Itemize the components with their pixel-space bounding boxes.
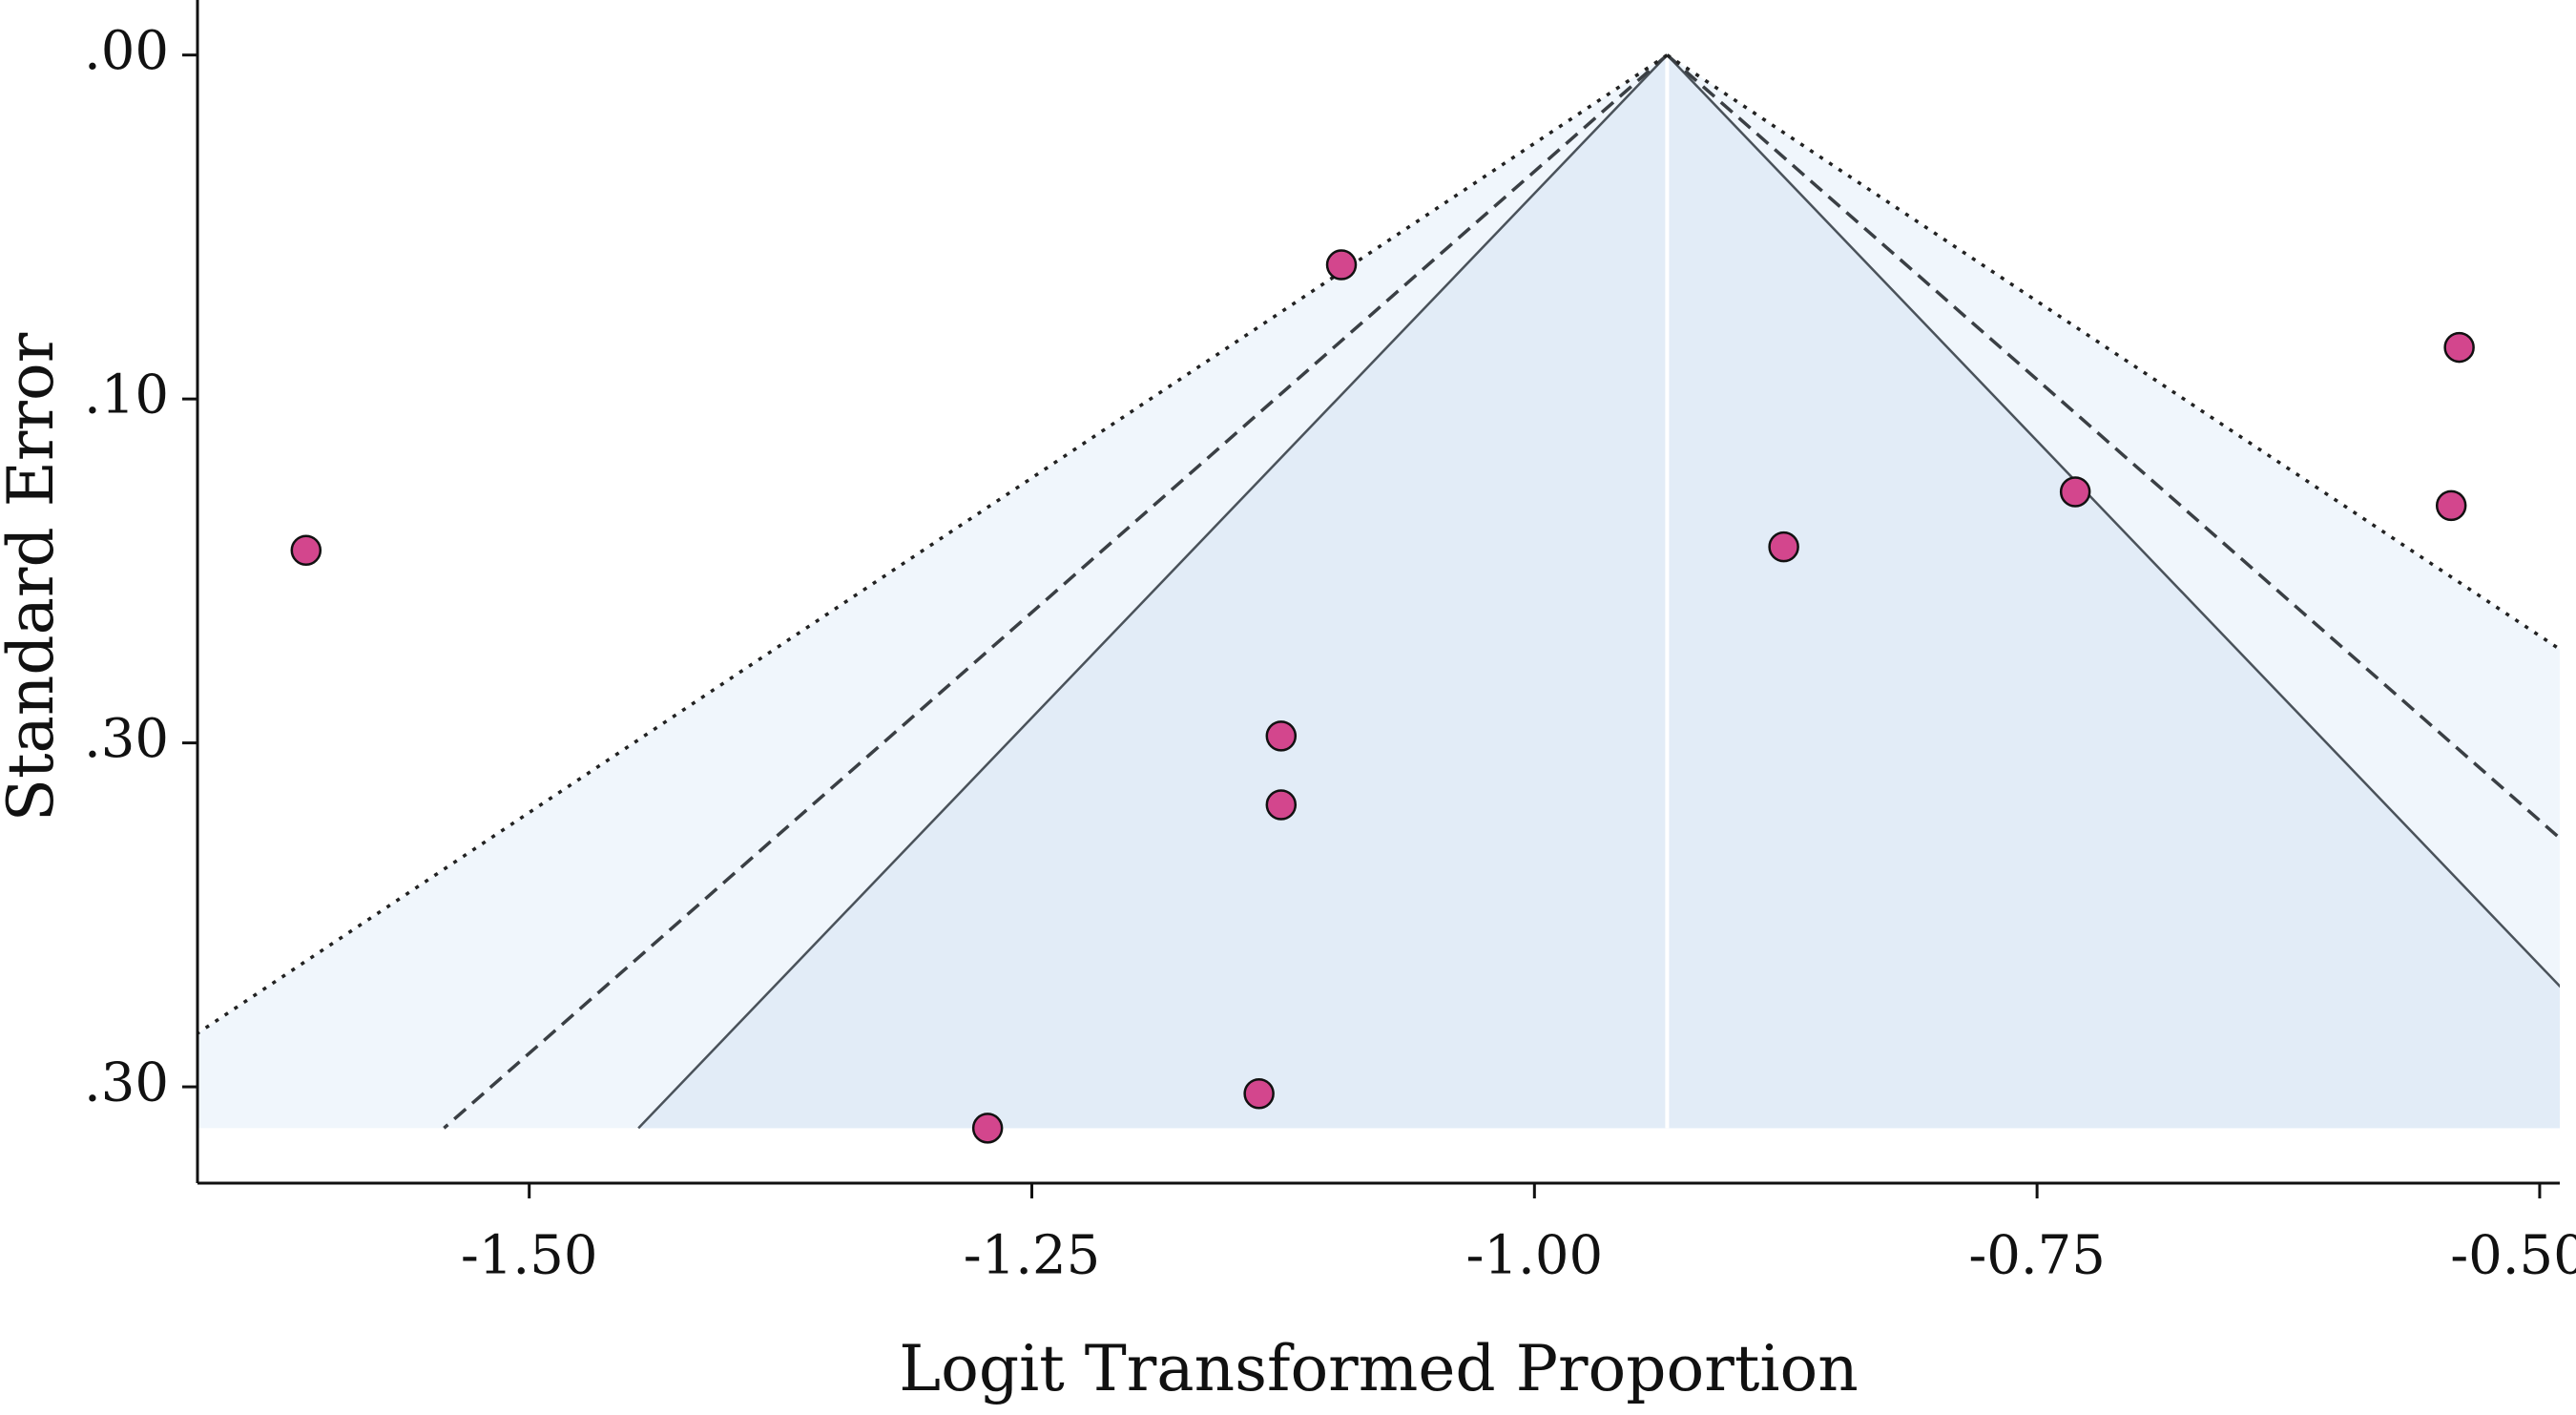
funnel-line — [197, 53, 1669, 1036]
data-point — [971, 1113, 1004, 1144]
x-tick-label: -0.75 — [1968, 1225, 2106, 1287]
data-point — [1265, 789, 1298, 821]
funnel-area — [197, 53, 2560, 1130]
data-point — [1265, 720, 1298, 752]
data-point — [1243, 1078, 1275, 1110]
x-axis-title: Logit Transformed Proportion — [899, 1332, 1858, 1405]
data-point — [2443, 331, 2475, 364]
y-axis-title: Standard Error — [0, 332, 68, 822]
data-point — [2059, 476, 2091, 508]
y-tick-label: .30 — [84, 708, 169, 770]
y-tick-label: .10 — [84, 364, 169, 427]
y-tick-label: .00 — [84, 20, 169, 82]
funnel-line — [637, 53, 1669, 1130]
funnel-line — [1666, 53, 2560, 841]
data-point — [290, 534, 322, 566]
x-tick-label: -1.25 — [964, 1225, 1101, 1287]
funnel-line — [1666, 53, 2560, 988]
x-tick-label: -1.50 — [461, 1225, 598, 1287]
funnel-inner — [638, 54, 2560, 1129]
y-tick-label: .30 — [84, 1052, 169, 1114]
data-point — [2435, 489, 2467, 522]
x-tick-label: -1.00 — [1466, 1225, 1604, 1287]
funnel-line — [443, 53, 1669, 1130]
funnel-line — [1666, 53, 2560, 652]
data-point — [1325, 249, 1358, 281]
x-tick-label: -0.50 — [2450, 1225, 2576, 1287]
data-point — [1768, 531, 1799, 563]
